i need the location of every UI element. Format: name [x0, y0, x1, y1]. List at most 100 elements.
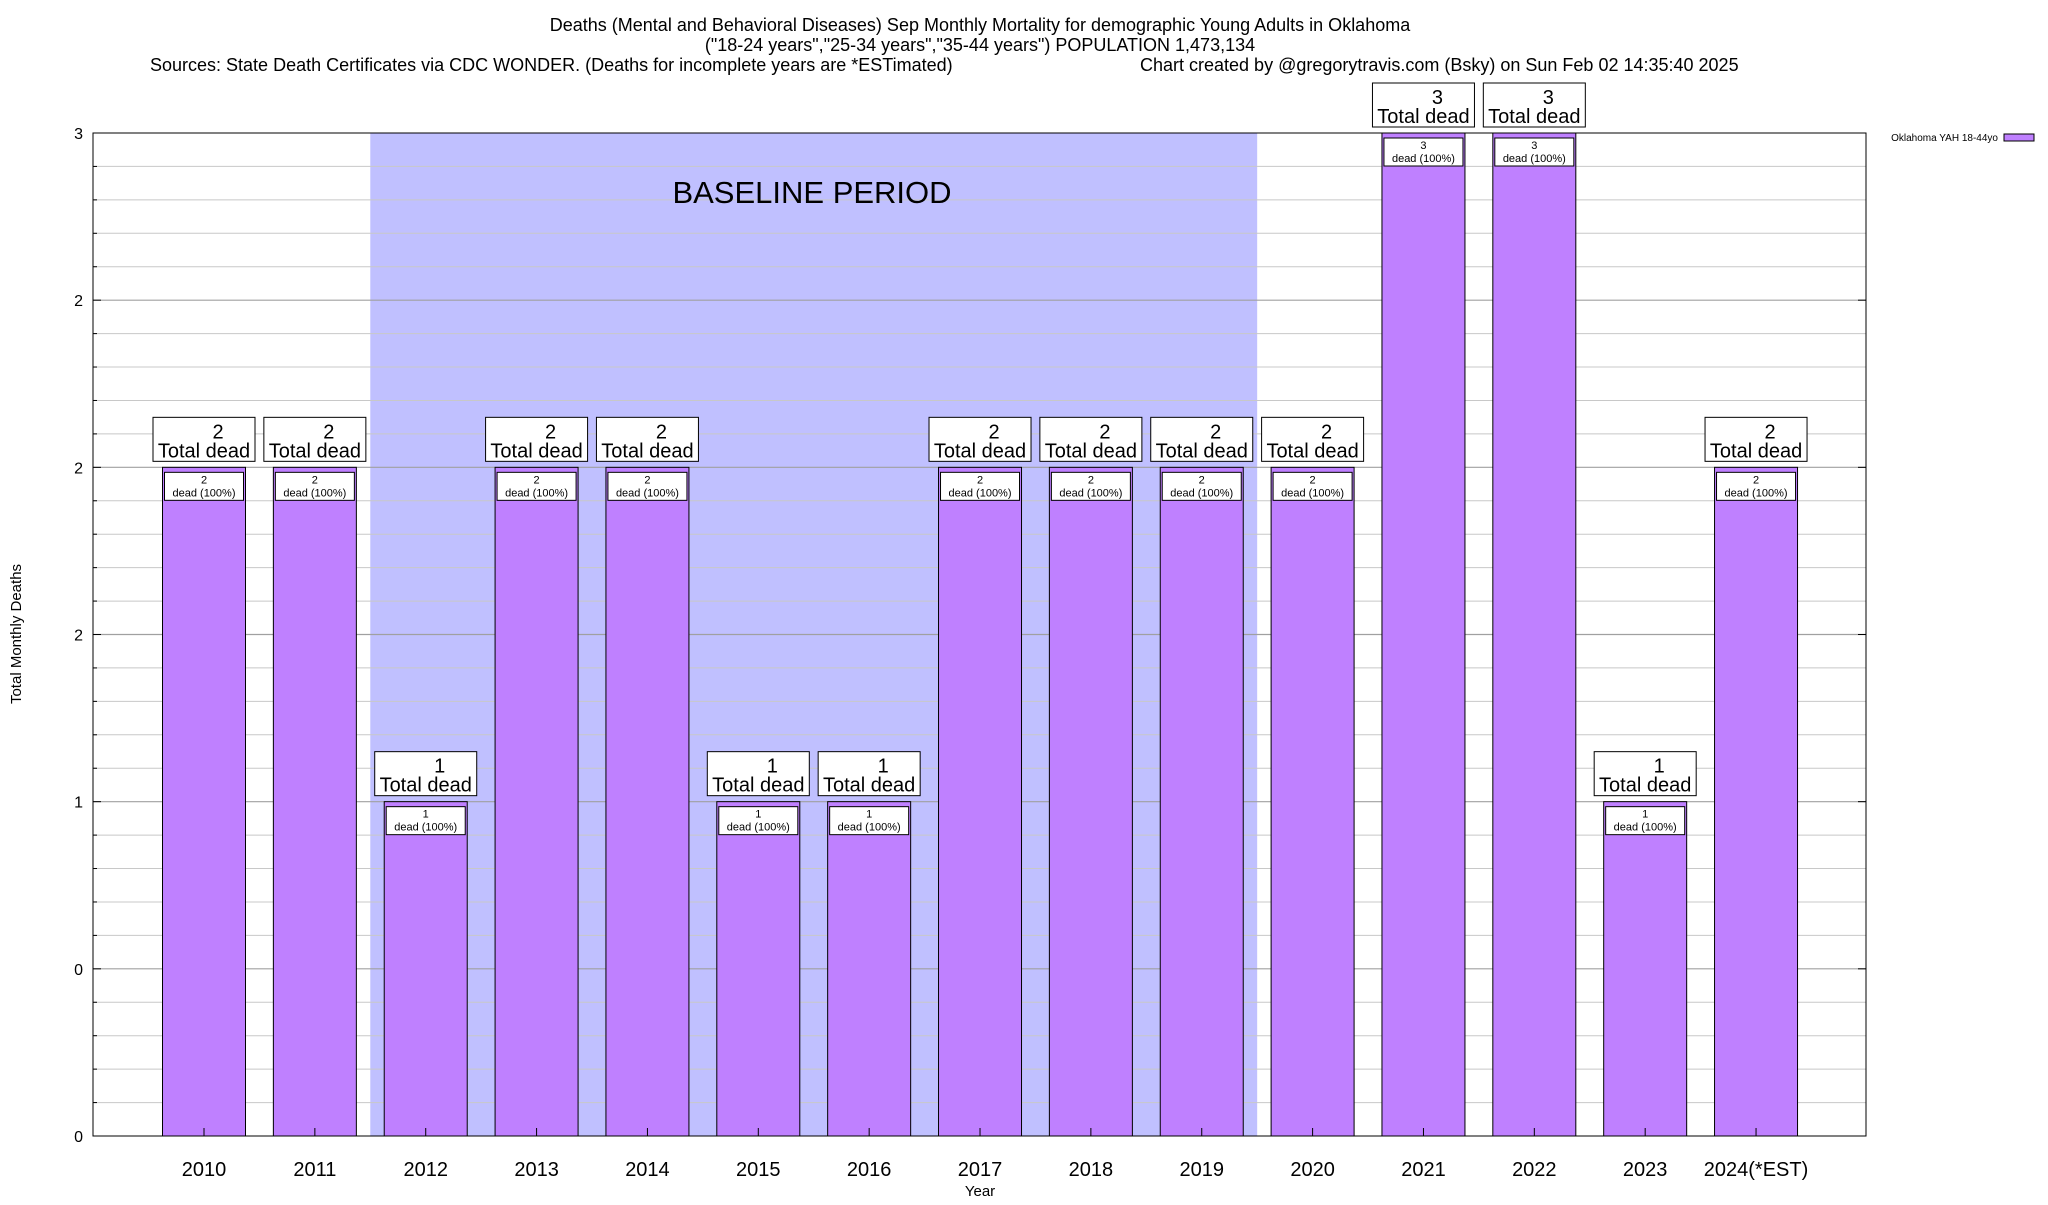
bar-total-caption-label: Total dead	[490, 440, 582, 462]
bar-inner-percent-label: dead (100%)	[173, 487, 236, 499]
bar-inner-label-box	[496, 471, 577, 501]
bar-inner-percent-label: dead (100%)	[1059, 487, 1122, 499]
bar-inner-percent-label: dead (100%)	[1725, 487, 1788, 499]
bar-inner-value-label: 2	[1753, 474, 1759, 486]
x-tick-label: 2024(*EST)	[1704, 1159, 1809, 1181]
bar	[1714, 466, 1799, 1137]
bar-inner-value-label: 3	[1531, 140, 1537, 152]
bar	[827, 801, 912, 1137]
x-tick-label: 2018	[1069, 1159, 1114, 1181]
bar-inner-percent-label: dead (100%)	[394, 822, 457, 834]
bar-total-label-box	[1593, 751, 1697, 797]
x-tick-label: 2021	[1401, 1159, 1446, 1181]
bar-total-label-box	[817, 751, 921, 797]
y-tick-label: 0	[74, 962, 83, 979]
bar-total-label-box	[374, 751, 478, 797]
bar-total-caption-label: Total dead	[1488, 106, 1580, 128]
bar-inner-value-label: 1	[755, 809, 761, 821]
bar-inner-percent-label: dead (100%)	[1614, 822, 1677, 834]
bar-inner-percent-label: dead (100%)	[838, 822, 901, 834]
y-axis-label: Total Monthly Deaths	[8, 564, 25, 704]
bar-inner-label-box	[829, 806, 910, 836]
bar-total-value-label: 3	[1432, 87, 1443, 109]
bar-total-value-label: 1	[767, 756, 778, 778]
bar-total-value-label: 2	[1210, 421, 1221, 443]
bar-inner-label-box	[1383, 137, 1464, 167]
bar	[1048, 466, 1133, 1137]
x-tick-label: 2019	[1179, 1159, 1224, 1181]
bar-total-value-label: 2	[656, 421, 667, 443]
bar-inner-label-box	[607, 471, 688, 501]
bar-total-value-label: 2	[212, 421, 223, 443]
bar-inner-percent-label: dead (100%)	[727, 822, 790, 834]
bar-inner-label-box	[1050, 471, 1131, 501]
bar-inner-percent-label: dead (100%)	[1392, 153, 1455, 165]
bar-total-value-label: 2	[1321, 421, 1332, 443]
bar-inner-value-label: 2	[312, 474, 318, 486]
bar-inner-percent-label: dead (100%)	[283, 487, 346, 499]
bar-inner-label-box	[1494, 137, 1575, 167]
bar-total-value-label: 3	[1543, 87, 1554, 109]
bar	[494, 466, 579, 1137]
bar	[162, 466, 246, 1137]
bar-total-caption-label: Total dead	[823, 775, 915, 797]
bar-total-caption-label: Total dead	[1710, 440, 1802, 462]
bar-inner-value-label: 2	[1199, 474, 1205, 486]
bar-total-caption-label: Total dead	[1045, 440, 1137, 462]
bar-total-label-box	[485, 416, 589, 462]
x-tick-label: 2012	[403, 1159, 448, 1181]
bar-inner-value-label: 3	[1420, 140, 1426, 152]
y-tick-label: 3	[74, 126, 83, 143]
bar-inner-percent-label: dead (100%)	[949, 487, 1012, 499]
bar-total-caption-label: Total dead	[712, 775, 804, 797]
bar-inner-value-label: 2	[1088, 474, 1094, 486]
bar-inner-label-box	[164, 471, 244, 501]
bar	[1381, 132, 1466, 1137]
x-tick-label: 2014	[625, 1159, 670, 1181]
x-tick-label: 2017	[958, 1159, 1003, 1181]
bar-inner-label-box	[1716, 471, 1797, 501]
x-axis-label: Year	[965, 1183, 995, 1200]
bar-total-label-box	[152, 416, 256, 462]
bar-inner-value-label: 2	[644, 474, 650, 486]
x-tick-label: 2020	[1290, 1159, 1335, 1181]
bar-inner-percent-label: dead (100%)	[505, 487, 568, 499]
bar	[1603, 801, 1688, 1137]
bar-total-caption-label: Total dead	[601, 440, 693, 462]
x-tick-label: 2023	[1623, 1159, 1668, 1181]
bar	[1492, 132, 1577, 1137]
bar-total-label-box	[1704, 416, 1808, 462]
bar-total-label-box	[1039, 416, 1143, 462]
bar-total-caption-label: Total dead	[934, 440, 1026, 462]
bar-inner-label-box	[1272, 471, 1353, 501]
y-tick-label: 2	[74, 293, 83, 310]
bar	[605, 466, 690, 1137]
bar-inner-percent-label: dead (100%)	[1503, 153, 1566, 165]
y-tick-label: 1	[74, 795, 83, 812]
bar-inner-percent-label: dead (100%)	[1281, 487, 1344, 499]
bar-total-value-label: 2	[988, 421, 999, 443]
bar-total-label-box	[1261, 416, 1365, 462]
bar-inner-label-box	[385, 806, 466, 836]
x-tick-label: 2016	[847, 1159, 892, 1181]
bar-inner-label-box	[940, 471, 1021, 501]
bar	[383, 801, 468, 1137]
bar-total-value-label: 2	[545, 421, 556, 443]
bar-total-caption-label: Total dead	[158, 440, 250, 462]
bar-total-value-label: 1	[434, 756, 445, 778]
baseline-period-label: BASELINE PERIOD	[672, 175, 951, 210]
bar-total-label-box	[1482, 82, 1586, 128]
bar-inner-value-label: 2	[201, 474, 207, 486]
x-tick-label: 2010	[182, 1159, 227, 1181]
x-tick-label: 2022	[1512, 1159, 1557, 1181]
bar-total-caption-label: Total dead	[1599, 775, 1691, 797]
bar-total-value-label: 2	[323, 421, 334, 443]
bar-total-value-label: 2	[1099, 421, 1110, 443]
y-tick-label: 2	[74, 460, 83, 477]
x-tick-label: 2013	[514, 1159, 559, 1181]
bar-inner-value-label: 1	[1642, 809, 1648, 821]
chart-credit: Chart created by @gregorytravis.com (Bsk…	[1140, 55, 1739, 75]
bar-total-label-box	[263, 416, 367, 462]
